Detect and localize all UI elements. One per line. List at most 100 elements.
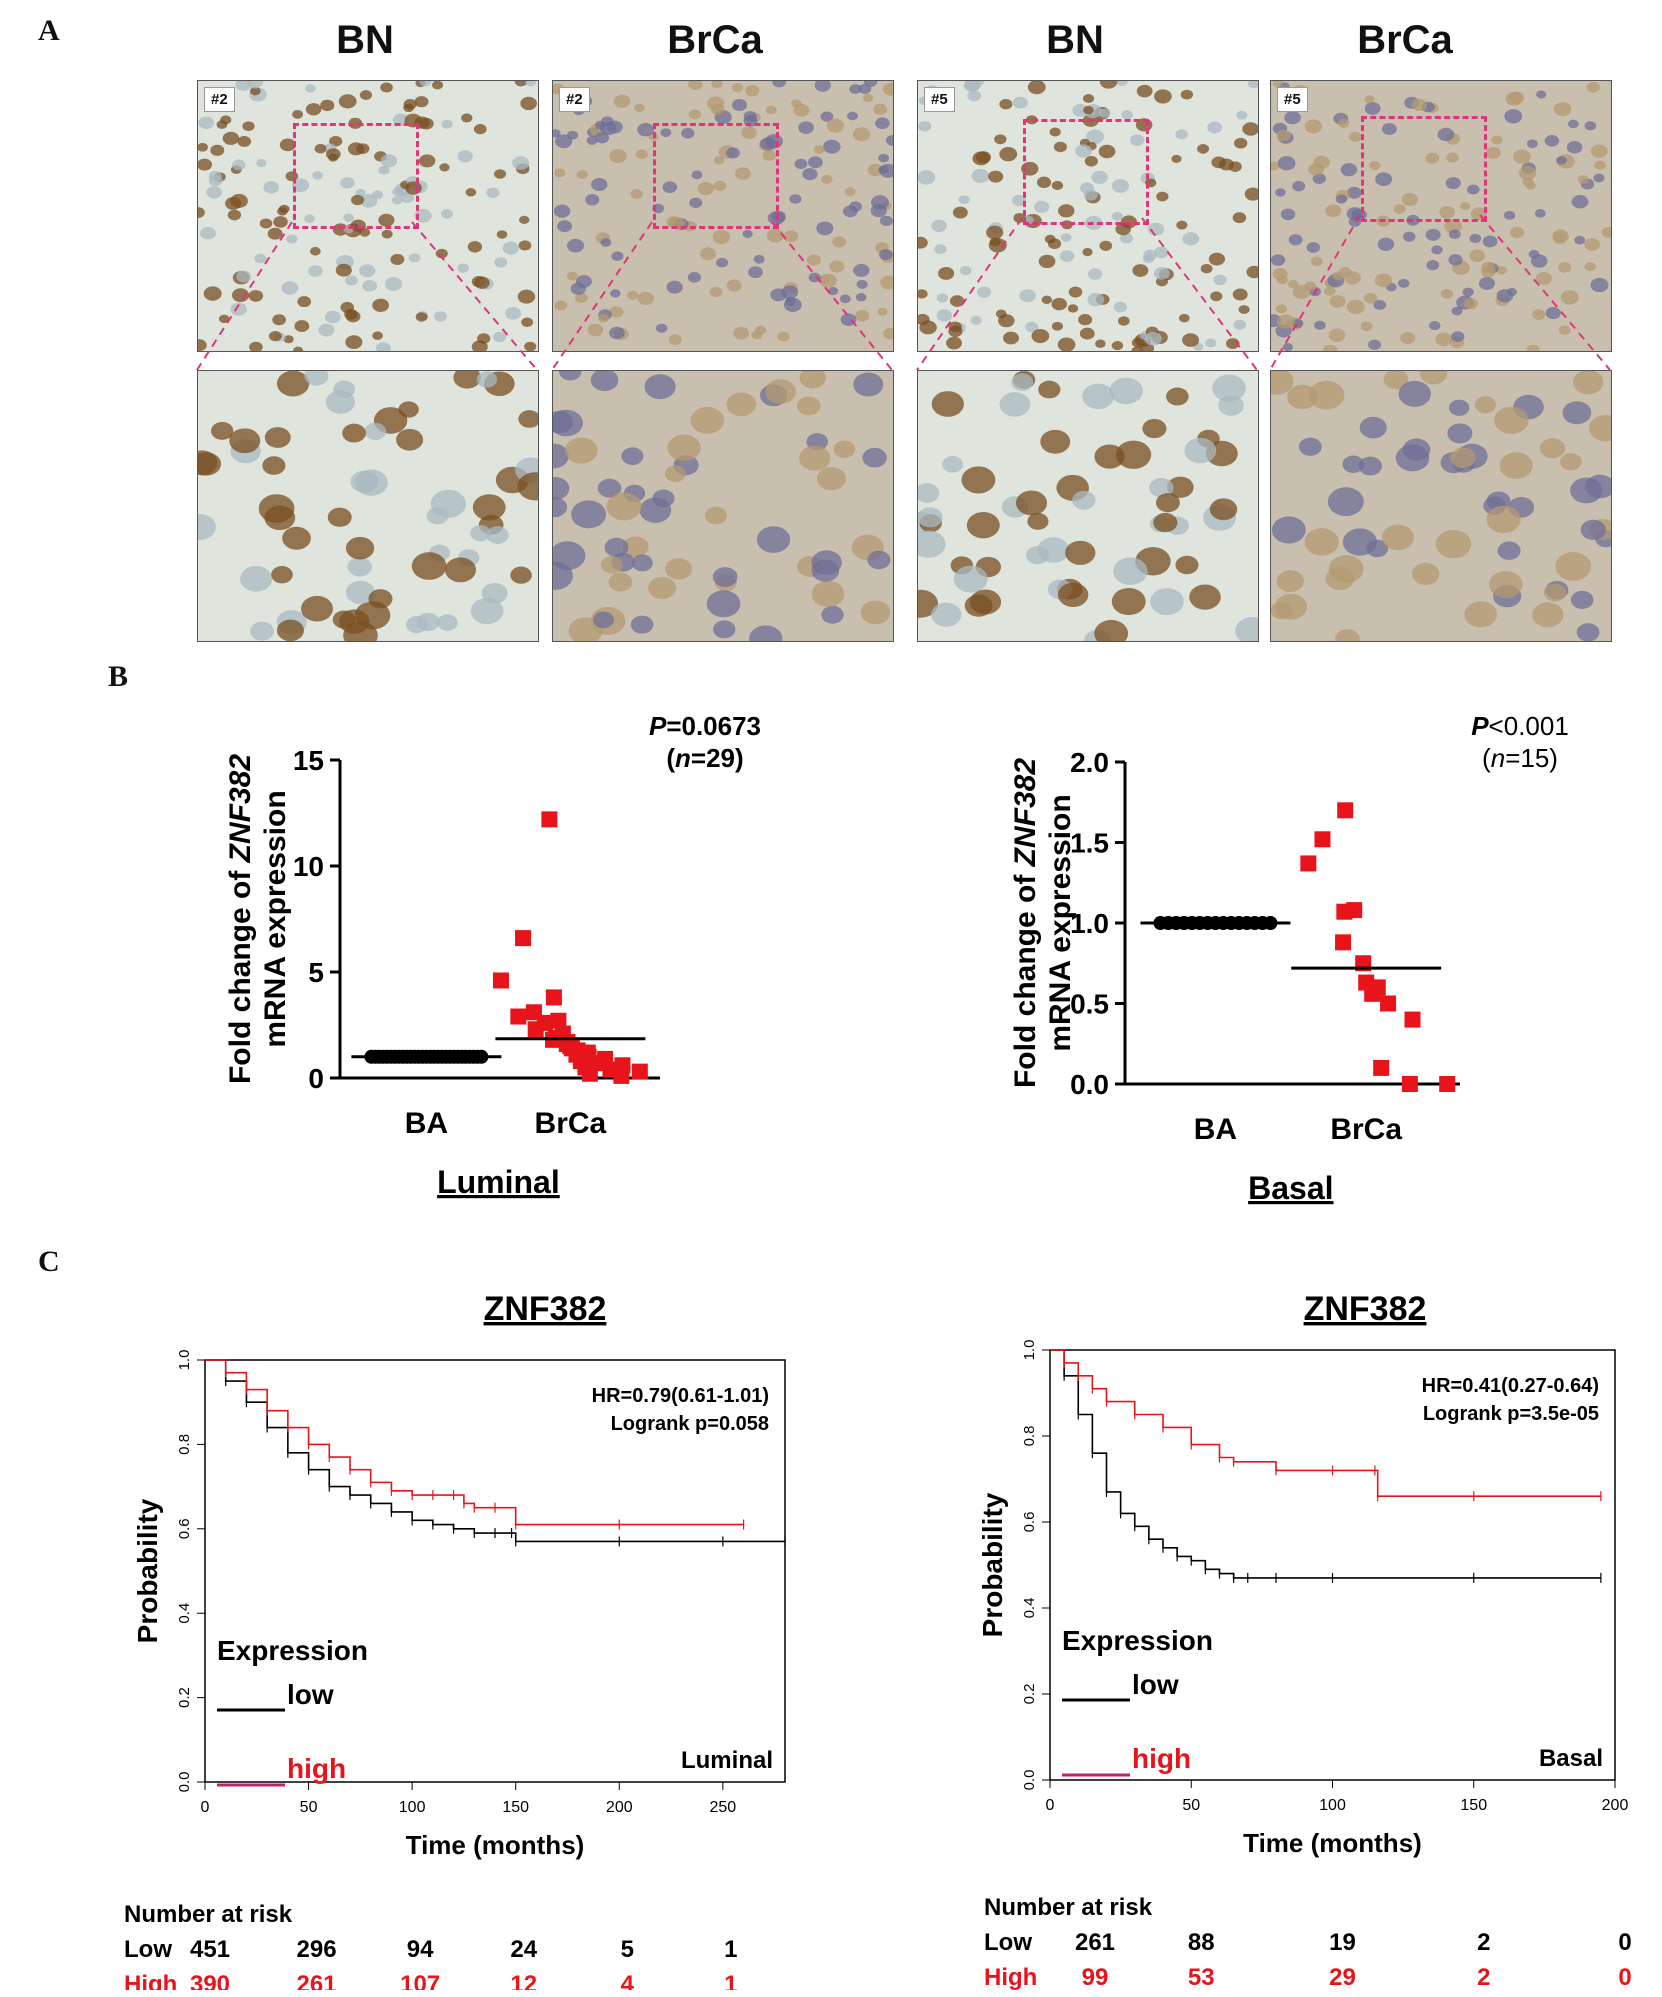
zoom-connector-right — [1479, 214, 1611, 371]
zoom-connector-left — [916, 217, 1023, 371]
column-header-brca-2: BrCa — [667, 18, 763, 62]
y-tick-label: 0.6 — [1021, 1512, 1038, 1533]
case-tag: #5 — [924, 87, 955, 112]
y-tick-label: 0.8 — [176, 1434, 193, 1455]
data-point-brca — [515, 930, 532, 947]
group-label: Basal — [1248, 1170, 1333, 1206]
risk-count-high: 1 — [724, 1971, 737, 1990]
y-axis-label-line1: Fold change of ZNF382 — [224, 754, 257, 1084]
x-tick-label: 0 — [201, 1799, 210, 1816]
p-value-label: P<0.001 — [1471, 711, 1569, 741]
y-tick-label: 5 — [308, 957, 324, 988]
x-tick-label: 100 — [1319, 1797, 1346, 1814]
risk-count-low: 261 — [1075, 1929, 1115, 1956]
risk-count-high: 99 — [1082, 1964, 1109, 1990]
logrank-p: Logrank p=3.5e-05 — [1423, 1403, 1599, 1425]
data-point-brca — [527, 1021, 544, 1038]
risk-count-high: 2 — [1477, 1964, 1490, 1990]
basal-dot-plot: 0.0 0.5 1.0 1.5 2.0 BA BrCa Basal Fold change of… — [1009, 711, 1569, 1206]
case-tag: #2 — [204, 87, 235, 112]
case-tag: #5 — [1277, 87, 1308, 112]
data-point-brca — [1373, 1059, 1390, 1076]
data-point-brca — [613, 1067, 630, 1084]
risk-count-low: 0 — [1618, 1929, 1631, 1956]
group-label: Luminal — [437, 1164, 560, 1200]
n-label: (n=15) — [1482, 743, 1558, 773]
micrograph-bottom-3 — [917, 370, 1259, 642]
y-tick-label: 1.0 — [1070, 908, 1109, 939]
data-point-brca — [510, 1008, 527, 1025]
x-category-label: BrCa — [535, 1107, 607, 1140]
data-point-brca — [550, 1012, 567, 1029]
data-point-brca — [1314, 831, 1331, 848]
data-point-brca — [1404, 1011, 1421, 1028]
y-axis-label-line1: Fold change of ZNF382 — [1009, 758, 1042, 1088]
micrograph-bottom-4 — [1270, 370, 1612, 642]
y-tick-label: 0.6 — [176, 1518, 193, 1539]
risk-count-high: 261 — [297, 1971, 337, 1990]
hazard-ratio: HR=0.41(0.27-0.64) — [1422, 1375, 1599, 1397]
risk-count-low: 94 — [407, 1936, 434, 1963]
micrograph-top-3: #5 — [917, 80, 1259, 352]
x-category-label: BrCa — [1330, 1113, 1402, 1146]
risk-count-high: 53 — [1188, 1964, 1215, 1990]
risk-count-high: 107 — [400, 1971, 440, 1990]
x-tick-label: 250 — [710, 1799, 737, 1816]
risk-count-high: 4 — [621, 1971, 635, 1990]
data-point-brca — [1336, 903, 1353, 920]
risk-count-low: 451 — [190, 1936, 230, 1963]
luminal-dot-plot: 0 5 10 15 BA BrCa Luminal Fold change of ZNF382… — [224, 711, 761, 1200]
micrograph-top-2: #2 — [552, 80, 894, 352]
y-tick-label: 15 — [293, 745, 324, 776]
risk-count-low: 1 — [724, 1936, 737, 1963]
x-axis-label: Time (months) — [406, 1830, 585, 1860]
micrograph-top-1: #2 — [197, 80, 539, 352]
y-tick-label: 1.5 — [1070, 828, 1109, 859]
y-tick-label: 0.2 — [1021, 1684, 1038, 1705]
micrograph-bottom-2 — [552, 370, 894, 642]
km-curve-high — [1050, 1349, 1601, 1497]
column-header-bn-5: BN — [1046, 18, 1104, 62]
micrograph-bottom-1 — [197, 370, 539, 642]
data-point-brca — [1380, 995, 1397, 1012]
data-point-brca — [1401, 1076, 1418, 1092]
zoom-connector-lines — [196, 214, 1611, 371]
y-tick-label: 0.0 — [176, 1772, 193, 1793]
x-category-label: BA — [405, 1107, 448, 1140]
km-luminal-plot: ZNF382 0 50 100 150 200 250 0.0 0.2 0.4 0.6 0.8 1.0 T… — [124, 1290, 786, 1990]
subtype-label: Luminal — [681, 1747, 773, 1774]
x-tick-label: 150 — [1460, 1797, 1487, 1814]
risk-count-low: 19 — [1329, 1929, 1356, 1956]
km-title: ZNF382 — [484, 1290, 607, 1328]
legend-label-high: high — [1132, 1743, 1191, 1774]
legend-title: Expression — [1062, 1625, 1213, 1656]
x-category-label: BA — [1194, 1113, 1237, 1146]
y-tick-label: 0.2 — [176, 1687, 193, 1708]
data-point-brca — [581, 1065, 598, 1082]
data-point-brca — [492, 972, 509, 989]
data-point-brca — [545, 989, 562, 1006]
y-axis-label-line2: mRNA expression — [259, 790, 292, 1047]
risk-count-high: 390 — [190, 1971, 230, 1990]
zoom-connector-left — [551, 221, 653, 371]
risk-count-high: 12 — [510, 1971, 537, 1990]
zoom-region-box — [293, 123, 419, 229]
risk-row-high-label: High — [124, 1971, 177, 1990]
x-axis-label: Time (months) — [1243, 1828, 1422, 1858]
data-point-brca — [1364, 985, 1381, 1002]
y-tick-label: 0.4 — [1021, 1598, 1038, 1619]
zoom-connector-left — [196, 221, 293, 371]
zoom-connector-left — [1269, 214, 1361, 371]
y-axis-label: Probability — [132, 1498, 163, 1643]
x-tick-label: 50 — [1182, 1797, 1200, 1814]
risk-count-high: 0 — [1618, 1964, 1631, 1990]
y-tick-label: 0 — [308, 1063, 324, 1094]
y-tick-label: 0.8 — [1021, 1426, 1038, 1447]
x-tick-label: 150 — [502, 1799, 529, 1816]
risk-count-low: 2 — [1477, 1929, 1490, 1956]
hazard-ratio: HR=0.79(0.61-1.01) — [592, 1385, 769, 1407]
data-point-brca — [541, 811, 558, 828]
risk-count-low: 296 — [297, 1936, 337, 1963]
risk-row-high-label: High — [984, 1964, 1037, 1990]
data-point-brca — [1337, 802, 1354, 819]
